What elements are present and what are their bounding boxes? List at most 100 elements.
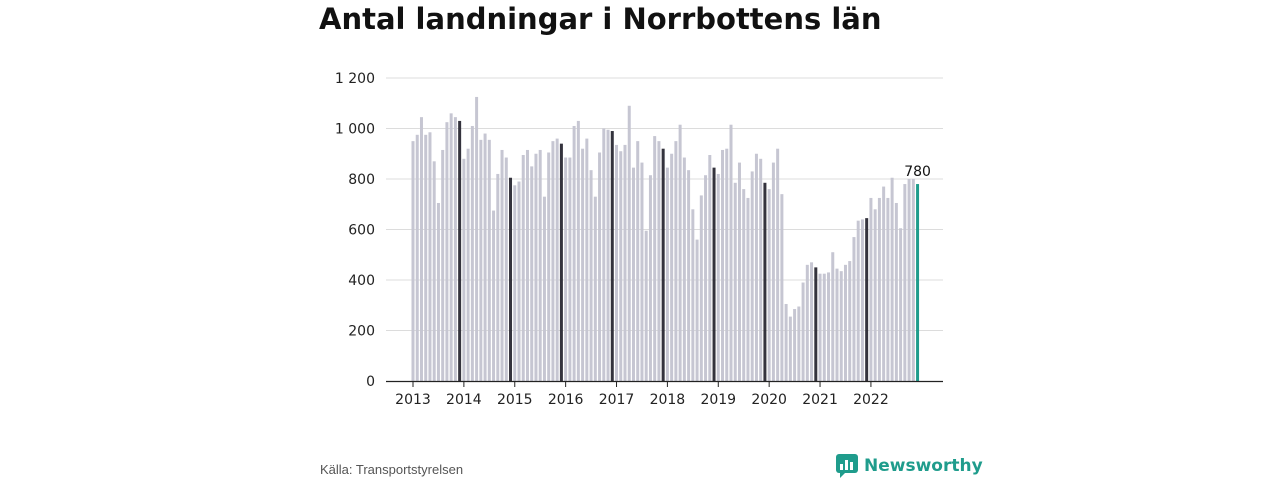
bar [453, 117, 457, 381]
bar [665, 167, 669, 381]
bar [835, 268, 839, 381]
bar [843, 264, 847, 381]
bar [750, 171, 754, 381]
bar [670, 153, 674, 381]
x-tick-label: 2022 [853, 392, 889, 408]
bar [882, 186, 886, 381]
bar [784, 303, 788, 381]
bar [568, 157, 572, 381]
bar [436, 202, 440, 381]
bar [432, 161, 436, 381]
bar [678, 124, 682, 382]
bar [903, 184, 907, 381]
bar [644, 230, 648, 381]
bar [610, 131, 614, 381]
bar [415, 134, 419, 381]
bar [500, 149, 504, 381]
bar [521, 155, 525, 381]
bar [492, 210, 496, 381]
bar [699, 195, 703, 381]
x-tick-label: 2021 [802, 392, 838, 408]
bar [814, 267, 818, 381]
bar [564, 157, 568, 381]
bar [525, 149, 529, 381]
bar [619, 151, 623, 381]
bar [856, 220, 860, 381]
bar [602, 128, 606, 381]
bar [653, 136, 657, 381]
bar [581, 148, 585, 381]
bar [538, 149, 542, 381]
x-tick-label: 2013 [395, 392, 431, 408]
bar [776, 148, 780, 381]
bar [890, 177, 894, 381]
bar [466, 148, 470, 381]
bar [737, 162, 741, 381]
bar [916, 184, 920, 381]
bar [636, 141, 640, 381]
bar [449, 113, 453, 381]
bar [729, 124, 733, 382]
bar [615, 144, 619, 381]
source-label: Källa: Transportstyrelsen [320, 462, 464, 477]
bar [797, 306, 801, 381]
bar [441, 149, 445, 381]
bar [733, 182, 737, 381]
bar [869, 197, 873, 381]
y-tick-label: 1 000 [335, 122, 375, 138]
y-tick-label: 400 [348, 273, 375, 289]
bar [606, 129, 610, 381]
bar [631, 167, 635, 381]
bar [831, 252, 835, 381]
bar [746, 197, 750, 381]
bar [839, 271, 843, 381]
bar [530, 166, 534, 381]
bar [517, 181, 521, 381]
newsworthy-logo-icon [836, 454, 858, 478]
bar [458, 120, 462, 382]
bar [827, 272, 831, 381]
bar [899, 228, 903, 381]
bar [559, 143, 563, 381]
bar [822, 273, 826, 381]
bar [704, 175, 708, 381]
bar [504, 157, 508, 381]
bar [661, 148, 665, 381]
bar [674, 141, 678, 381]
bar [742, 189, 746, 381]
data-label: 780 [904, 164, 931, 180]
y-tick-label: 200 [348, 324, 375, 340]
bar [695, 239, 699, 381]
x-tick-label: 2020 [751, 392, 787, 408]
bar [759, 158, 763, 381]
bar [623, 144, 627, 381]
bar [911, 179, 915, 381]
bar [771, 162, 775, 381]
bar [589, 170, 593, 381]
bar [763, 182, 767, 381]
bar [585, 138, 589, 381]
bar [572, 125, 576, 381]
bar [462, 158, 466, 381]
bar [810, 262, 814, 381]
bar [555, 138, 559, 381]
bar [865, 218, 869, 381]
bar [691, 209, 695, 381]
bar [534, 153, 538, 381]
bar [657, 141, 661, 381]
chart-title: Antal landningar i Norrbottens län [319, 2, 882, 36]
bar [712, 167, 716, 381]
bar [576, 120, 580, 382]
bar [852, 237, 856, 381]
bar [788, 316, 792, 381]
bar [475, 96, 479, 381]
brand-logo[interactable]: Newsworthy [836, 454, 983, 478]
bar [818, 273, 822, 381]
bar [640, 162, 644, 381]
bar [411, 141, 415, 381]
bar [754, 153, 758, 381]
bar [725, 148, 729, 381]
bar [428, 132, 432, 381]
bar [470, 125, 474, 381]
